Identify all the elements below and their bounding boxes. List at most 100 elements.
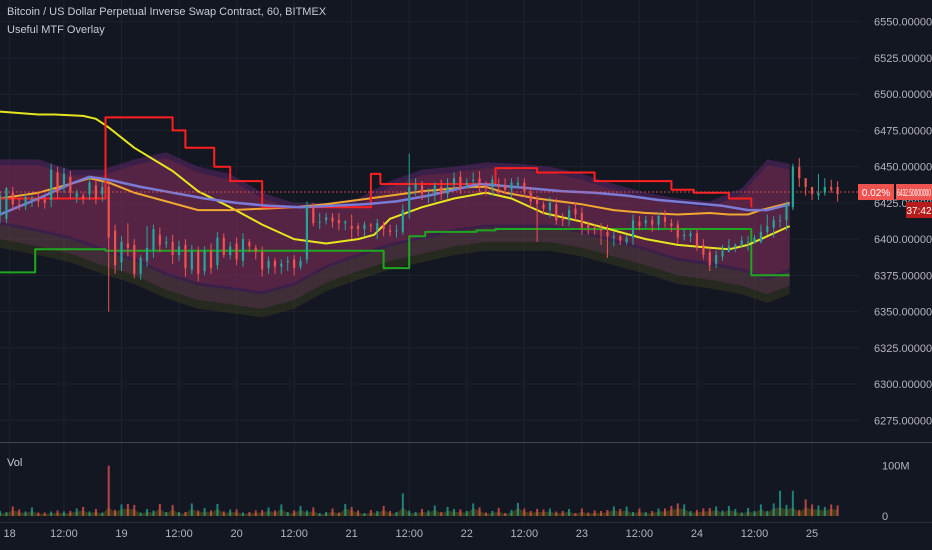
volume-bar [235, 509, 238, 516]
volume-bar [75, 508, 78, 516]
volume-bar [210, 510, 213, 516]
candle-body [465, 182, 468, 186]
candle-body [280, 263, 283, 267]
volume-bar [804, 499, 807, 516]
volume-bar [376, 510, 379, 516]
countdown-tag [906, 202, 932, 219]
candle-body [753, 237, 756, 244]
volume-bar [107, 465, 110, 516]
candle-body [766, 226, 769, 232]
candle-body [37, 198, 40, 202]
candle-body [133, 244, 136, 274]
volume-bar [261, 509, 264, 516]
candle-body [580, 213, 583, 228]
volume-bar [472, 503, 475, 516]
candle-body [727, 246, 731, 253]
candle-body [24, 197, 27, 206]
candle-body [171, 242, 174, 256]
candle-body [561, 218, 564, 221]
volume-bar [267, 507, 270, 516]
volume-bar [152, 510, 155, 516]
candle-body [484, 186, 488, 189]
candle-body [452, 178, 456, 185]
candle-body [810, 186, 814, 195]
candle-body [798, 166, 801, 179]
price-tick-label: 6525.00000000 [874, 53, 932, 65]
volume-bar [772, 503, 775, 516]
indicator-title[interactable]: Useful MTF Overlay [7, 24, 105, 36]
volume-bar [510, 509, 513, 516]
volume-bar [69, 510, 72, 516]
candle-body [772, 220, 775, 228]
volume-bar [293, 510, 296, 516]
volume-bar [497, 507, 500, 516]
resistance-line [0, 116, 753, 209]
candle-body [683, 234, 686, 237]
volume-bar [120, 504, 123, 516]
volume-bar [504, 512, 507, 516]
volume-bar [357, 510, 360, 516]
volume-bar [440, 511, 443, 516]
volume-bar [625, 506, 628, 516]
candle-body [248, 242, 251, 247]
candle-body [408, 186, 411, 214]
volume-bar [401, 493, 404, 516]
volume-bar [766, 510, 769, 516]
support-line [0, 228, 790, 277]
volume-bar [254, 510, 257, 516]
candle-body [446, 186, 449, 195]
candle-body [30, 198, 34, 200]
volume-bar [798, 509, 801, 516]
candle-body [261, 252, 264, 270]
candle-body [190, 250, 193, 270]
volume-bar [280, 504, 283, 516]
candle-body [50, 169, 53, 200]
volume-bar [632, 511, 635, 516]
volume-bar [24, 511, 27, 516]
candle-body [267, 260, 270, 269]
volume-bar [158, 503, 161, 516]
candle-body [369, 224, 372, 227]
volume-bar [101, 512, 104, 516]
volume-bar [612, 506, 615, 516]
candle-body [823, 186, 826, 193]
volume-bar [587, 512, 590, 516]
volume-bar [229, 509, 232, 516]
candle-body [529, 192, 532, 202]
candle-body [587, 224, 590, 228]
time-tick-label: 19 [115, 528, 127, 540]
countdown-label: 37:42 [906, 206, 931, 217]
candle-body [619, 236, 622, 241]
candle-body [631, 220, 635, 238]
candle-body [504, 185, 507, 190]
time-tick-label: 25 [806, 528, 818, 540]
volume-title[interactable]: Vol [7, 457, 23, 469]
candle-body [702, 244, 705, 256]
candle-body [88, 182, 91, 195]
volume-bar [363, 512, 366, 516]
candle-body [56, 172, 59, 193]
candle-body [689, 233, 692, 237]
volume-bar [670, 505, 673, 516]
volume-bar [56, 510, 59, 516]
candle-body [235, 243, 238, 260]
symbol-title[interactable]: Bitcoin / US Dollar Perpetual Inverse Sw… [7, 6, 327, 18]
volume-bar [459, 509, 462, 516]
volume-bar [542, 509, 545, 516]
candle-body [491, 179, 494, 189]
candle-body [606, 231, 609, 237]
candle-body [536, 199, 539, 205]
volume-bar [408, 510, 411, 516]
volume-bar [331, 508, 334, 516]
candle-body [203, 250, 206, 271]
volume-bar [184, 511, 187, 516]
candle-body [356, 226, 360, 229]
volume-bar [600, 510, 603, 516]
volume-bar [811, 504, 814, 516]
candle-body [734, 244, 737, 247]
volume-bar [715, 506, 718, 516]
volume-bar [133, 504, 136, 516]
candle-body [273, 260, 277, 267]
time-tick-label: 18 [3, 528, 15, 540]
